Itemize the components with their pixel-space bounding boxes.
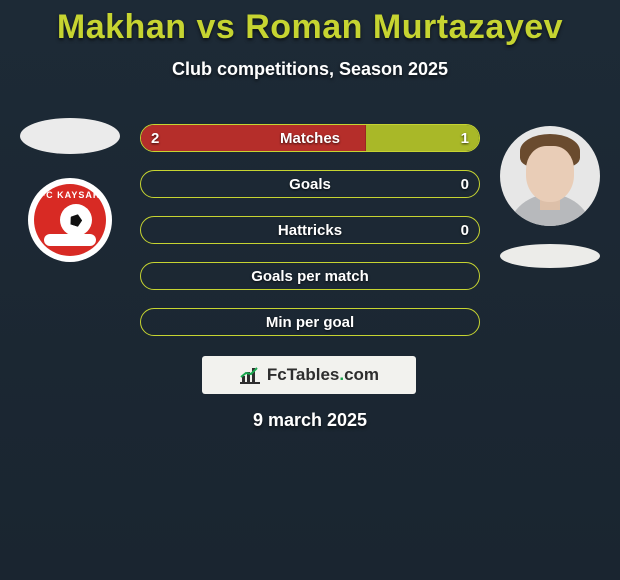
player-left-avatar-placeholder — [20, 118, 120, 154]
stat-row: Matches2 1 — [140, 124, 480, 152]
player-left-panel: FC KAYSAR — [10, 118, 130, 262]
stat-value-right: 0 — [461, 217, 469, 244]
stat-row: Hattricks0 — [140, 216, 480, 244]
stat-label: Hattricks — [141, 217, 479, 244]
stat-row: Goals per match — [140, 262, 480, 290]
player-right-panel — [490, 126, 610, 268]
club-badge-ribbon — [44, 234, 96, 246]
stat-label: Goals — [141, 171, 479, 198]
page-subtitle: Club competitions, Season 2025 — [0, 59, 620, 80]
stat-label: Goals per match — [141, 263, 479, 290]
stat-label: Min per goal — [141, 309, 479, 336]
player-right-avatar — [500, 126, 600, 226]
stats-comparison-area: Matches21Goals0Hattricks0Goals per match… — [140, 124, 480, 354]
brand-tld: com — [344, 365, 379, 384]
brand-text: FcTables.com — [267, 365, 379, 385]
date-label: 9 march 2025 — [0, 410, 620, 431]
stat-value-right: 1 — [461, 125, 469, 152]
stat-row: Min per goal — [140, 308, 480, 336]
bar-chart-icon — [239, 366, 261, 384]
stat-label: Matches — [141, 125, 479, 152]
club-badge-left: FC KAYSAR — [28, 178, 112, 262]
avatar-face-icon — [526, 146, 574, 202]
date-text: 9 march 2025 — [253, 410, 367, 430]
club-badge-text: FC KAYSAR — [34, 190, 106, 200]
stat-row: Goals0 — [140, 170, 480, 198]
title-text: Makhan vs Roman Murtazayev — [57, 8, 563, 46]
player-right-club-placeholder — [500, 244, 600, 268]
stat-value-right: 0 — [461, 171, 469, 198]
club-badge-inner: FC KAYSAR — [34, 184, 106, 256]
brand-watermark: FcTables.com — [202, 356, 416, 394]
stat-value-left: 2 — [151, 125, 159, 152]
subtitle-text: Club competitions, Season 2025 — [172, 59, 448, 79]
page-title: Makhan vs Roman Murtazayev — [0, 0, 620, 47]
brand-name: FcTables — [267, 365, 339, 384]
